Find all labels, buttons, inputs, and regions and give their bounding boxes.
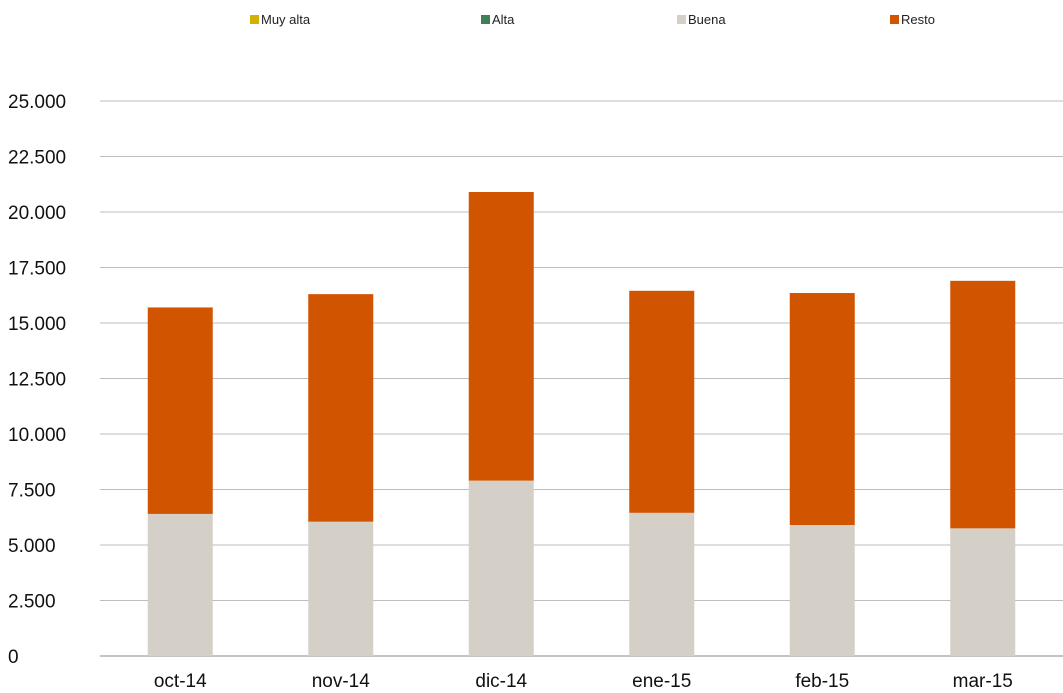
x-axis-labels: oct-14 nov-14 dic-14 ene-15 feb-15 mar-15 [154,671,1013,692]
legend-item-muy-alta: Muy alta [250,12,310,27]
gridlines [100,100,1063,657]
y-axis-labels: 0 2.500 5.000 7.500 10.000 12.500 15.000 17.500… [8,92,66,668]
y-tick-label: 2.500 [8,592,56,613]
y-tick-label: 0 [8,647,19,668]
y-tick-label: 12.500 [8,370,66,391]
legend-item-buena: Buena [677,12,726,27]
x-tick-label: feb-15 [795,671,849,692]
legend-label-buena: Buena [688,12,726,27]
legend-item-alta: Alta [481,12,514,27]
legend-swatch-buena [677,15,686,24]
y-tick-label: 20.000 [8,203,66,224]
legend-swatch-muy-alta [250,15,259,24]
bar-segment-buena-nov-14 [308,521,374,656]
bars [147,192,1016,656]
bar-segment-resto-dic-14 [468,192,534,481]
legend-swatch-alta [481,15,490,24]
legend-item-resto: Resto [890,12,935,27]
legend-label-muy-alta: Muy alta [261,12,311,27]
y-tick-label: 25.000 [8,92,66,113]
x-tick-label: mar-15 [953,671,1013,692]
y-tick-label: 17.500 [8,259,66,280]
y-tick-label: 22.500 [8,148,66,169]
y-tick-label: 10.000 [8,425,66,446]
x-tick-label: nov-14 [312,671,371,692]
bar-segment-resto-oct-14 [147,307,213,514]
legend-label-alta: Alta [492,12,515,27]
bar-segment-buena-mar-15 [950,528,1016,656]
y-tick-label: 5.000 [8,536,56,557]
bar-segment-buena-feb-15 [789,525,855,656]
y-tick-label: 15.000 [8,314,66,335]
x-tick-label: ene-15 [632,671,691,692]
bar-segment-buena-oct-14 [147,513,213,656]
y-tick-label: 7.500 [8,481,56,502]
bar-segment-resto-nov-14 [308,294,374,522]
x-tick-label: dic-14 [475,671,527,692]
x-tick-label: oct-14 [154,671,207,692]
bar-segment-resto-mar-15 [950,280,1016,529]
bar-segment-resto-feb-15 [789,293,855,526]
bar-segment-resto-ene-15 [629,290,695,513]
legend-label-resto: Resto [901,12,935,27]
legend: Muy alta Alta Buena Resto [0,12,1063,32]
bar-segment-buena-dic-14 [468,480,534,656]
legend-swatch-resto [890,15,899,24]
bar-segment-buena-ene-15 [629,512,695,656]
